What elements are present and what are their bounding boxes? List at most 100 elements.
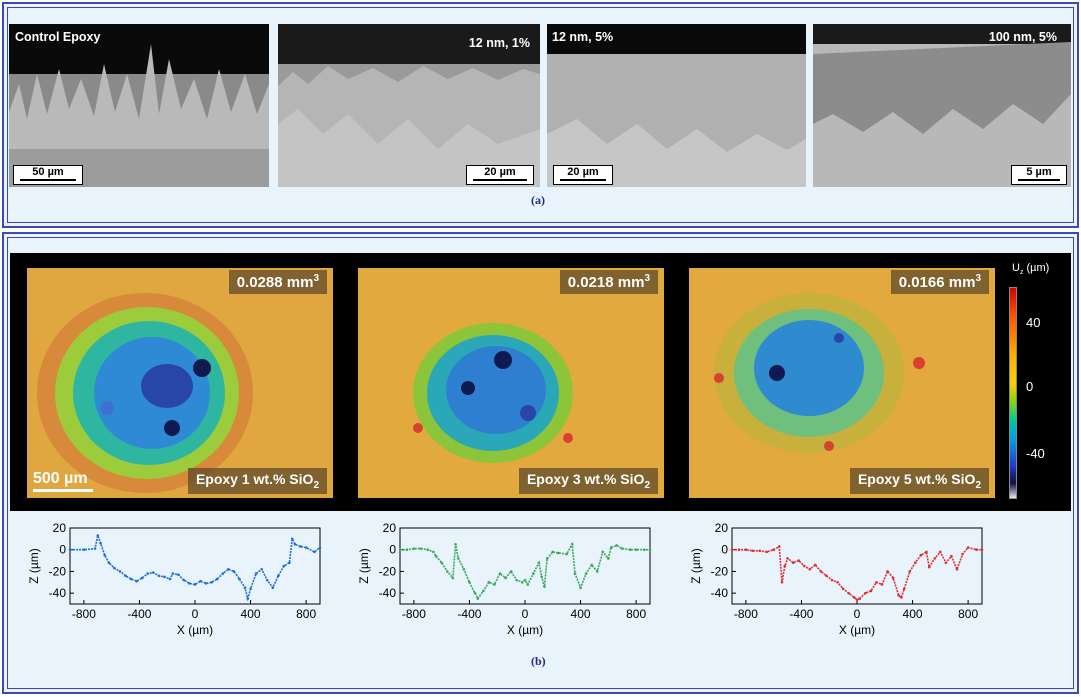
profile-point	[93, 547, 97, 550]
x-axis-label: X (µm)	[507, 623, 543, 637]
profile-point	[482, 589, 485, 593]
profile-point	[634, 548, 638, 552]
profile-point	[783, 564, 787, 568]
profile-point	[96, 534, 100, 537]
scale-bar: 50 µm	[13, 165, 83, 185]
profile-point	[299, 545, 302, 548]
displacement-map-3wt: 0.0218 mm3 Epoxy 3 wt.% SiO2	[358, 268, 664, 498]
x-tick-label: -800	[72, 607, 96, 621]
volume-value: 0.0218 mm	[567, 274, 645, 291]
colorbar-title-unit: (µm)	[1023, 262, 1050, 274]
profile-point	[288, 561, 291, 565]
profile-point	[265, 578, 269, 582]
y-axis-label: Z (µm)	[27, 548, 41, 584]
profile-point	[966, 546, 970, 549]
profile-point	[457, 557, 460, 560]
profile-point	[193, 583, 197, 586]
profile-point	[523, 578, 527, 582]
profile-point	[99, 541, 102, 545]
profile-point	[933, 557, 937, 560]
profile-point	[590, 563, 593, 567]
y-tick-label: 20	[383, 521, 397, 535]
profile-point	[419, 547, 423, 550]
profile-point	[925, 550, 928, 554]
profile-point	[786, 557, 789, 560]
profile-point	[537, 561, 541, 565]
profile-point	[852, 596, 856, 599]
profile-point	[405, 548, 409, 552]
profile-point	[103, 553, 107, 557]
material-text: Epoxy 5 wt.% SiO	[857, 471, 976, 488]
volume-exponent: 3	[975, 273, 981, 284]
profile-point	[227, 567, 230, 571]
profile-point	[451, 576, 455, 580]
profile-point	[68, 548, 72, 552]
profile-point	[902, 587, 906, 591]
profile-point	[277, 574, 280, 578]
profile-point	[271, 586, 275, 590]
volume-value: 0.0288 mm	[236, 274, 314, 291]
x-tick-label: -400	[457, 607, 481, 621]
profile-point	[802, 564, 806, 568]
profile-point	[900, 596, 903, 599]
sem-image-100nm-5pct: 100 nm, 5% 5 µm	[813, 24, 1071, 187]
x-tick-label: 800	[296, 607, 316, 621]
profile-svg-1: -800 -400 0 400 800 20 0 -20 -40 X (µm) Z (µm)	[27, 521, 322, 637]
y-axis-label: Z (µm)	[357, 548, 371, 584]
profile-point	[313, 550, 316, 554]
profile-point	[629, 548, 632, 552]
x-tick-label: -400	[789, 607, 813, 621]
profile-point	[509, 570, 513, 573]
profile-point	[177, 573, 180, 576]
profile-point	[163, 575, 166, 579]
x-tick-label: 0	[522, 607, 529, 621]
scale-bar: 5 µm	[1011, 165, 1067, 185]
profile-point	[462, 567, 466, 571]
profile-point	[254, 572, 258, 575]
profile-point	[204, 582, 208, 585]
material-text: Epoxy 1 wt.% SiO	[195, 471, 314, 488]
profile-point	[504, 576, 507, 580]
colorbar-title: Uz (µm)	[1012, 262, 1049, 276]
profile-point	[797, 559, 800, 562]
profile-point	[914, 561, 917, 565]
profile-point	[919, 553, 923, 557]
profile-point	[152, 571, 155, 574]
profile-point	[543, 585, 546, 588]
volume-label: 0.0218 mm3	[559, 270, 658, 294]
sem-label: 100 nm, 5%	[988, 30, 1057, 44]
profile-point	[426, 548, 430, 552]
profile-point	[526, 583, 530, 586]
profile-point	[171, 572, 175, 575]
profile-point	[282, 564, 286, 568]
profile-point	[961, 552, 964, 556]
profile-point	[847, 591, 850, 595]
panel-b-caption: (b)	[531, 654, 546, 668]
sem-label: Control Epoxy	[15, 30, 101, 44]
profile-point	[434, 554, 438, 558]
profile-point	[135, 579, 138, 583]
profile-point	[515, 578, 518, 582]
x-axis-label: X (µm)	[839, 623, 875, 637]
profile-point	[498, 572, 502, 575]
profile-point	[607, 557, 610, 560]
profile-point	[487, 580, 491, 584]
profile-point	[243, 586, 247, 590]
profile-point	[107, 561, 111, 565]
volume-exponent: 3	[313, 273, 319, 284]
profile-point	[579, 586, 582, 590]
profile-point	[260, 567, 263, 571]
x-axis-label: X (µm)	[177, 623, 213, 637]
profile-point	[493, 583, 496, 586]
sem-image-12nm-5pct: 12 nm, 5% 20 µm	[547, 24, 806, 187]
profile-point	[955, 567, 959, 571]
profile-line	[732, 545, 982, 601]
profile-point	[808, 567, 812, 571]
y-tick-label: 0	[721, 543, 728, 557]
profile-point	[791, 561, 795, 565]
profile-point	[950, 554, 953, 558]
profile-point	[777, 545, 781, 548]
material-subscript: 2	[644, 480, 650, 491]
profile-point	[146, 572, 150, 575]
x-tick-label: -400	[127, 607, 151, 621]
